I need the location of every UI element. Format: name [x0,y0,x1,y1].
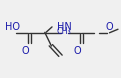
Text: O: O [74,46,81,56]
Text: O: O [22,46,29,56]
Text: HN: HN [57,22,72,32]
Text: HO: HO [5,22,20,32]
Text: O: O [105,22,113,32]
Text: CH₃: CH₃ [56,27,71,36]
